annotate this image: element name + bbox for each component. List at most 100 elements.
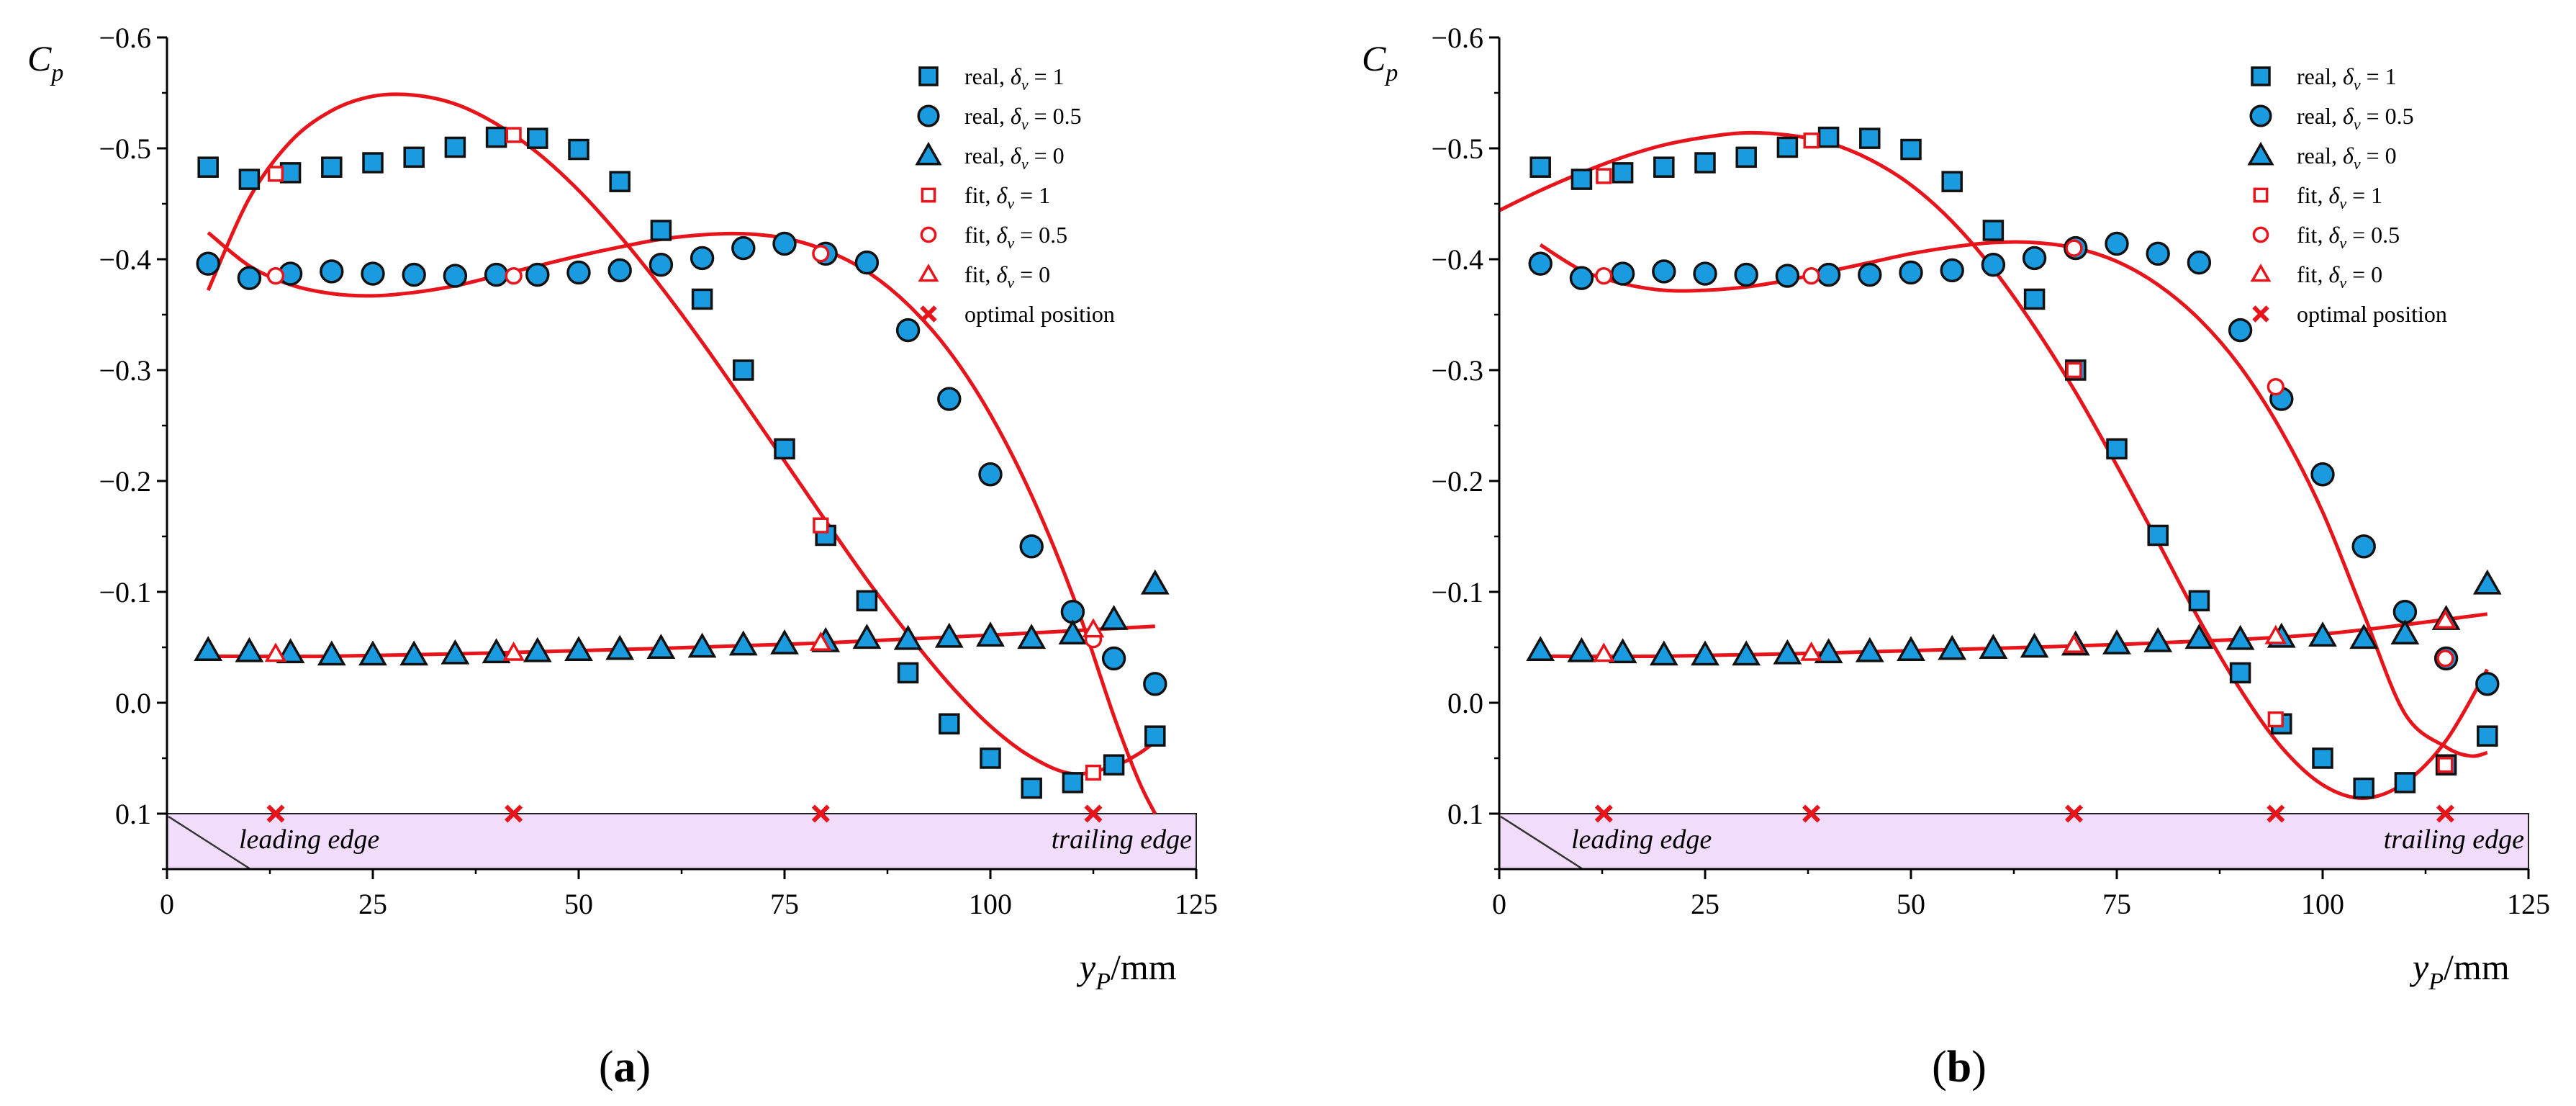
leading-edge-label-b: leading edge — [1571, 824, 1712, 855]
series-2-point-14-b — [2102, 629, 2131, 655]
series-2-point-8-a — [523, 637, 552, 662]
series-0-point-15-b — [2147, 524, 2169, 547]
series-6-a — [266, 804, 1103, 823]
series-1-point-0-b — [1528, 251, 1553, 276]
series-2-point-3-a — [317, 640, 346, 666]
y-tick-label-3-b: −0.3 — [1431, 354, 1483, 387]
series-1-a — [196, 231, 1167, 696]
series-5-point-0-a — [264, 642, 287, 662]
x-tick-label-3-b: 75 — [2102, 888, 2131, 920]
series-0-point-10-b — [1941, 171, 1963, 192]
series-2-point-15-b — [2143, 626, 2173, 652]
y-tick-label-1-a: −0.5 — [99, 132, 151, 165]
series-6-point-3-a — [1084, 804, 1103, 823]
legend-item-1-b: real, δv = 0.5 — [2249, 103, 2414, 133]
series-1-point-11-b — [1981, 253, 2006, 277]
series-6-point-4-b — [2436, 804, 2454, 823]
series-0-point-2-a — [279, 162, 302, 184]
fit-curve-1-a — [207, 231, 1157, 815]
series-0-point-1-a — [238, 168, 261, 190]
series-1-point-9-b — [1899, 260, 1923, 285]
series-1-point-23-b — [2475, 672, 2500, 696]
series-0-point-5-a — [403, 146, 425, 168]
trailing-edge-label-b: trailing edge — [2384, 824, 2524, 855]
legend-marker-4-b — [2252, 226, 2269, 243]
x-axis-label-a: yP/mm — [1076, 947, 1177, 995]
legend-marker-4-a — [920, 226, 937, 243]
legend-label-4-a: fit, δv = 0.5 — [964, 222, 1067, 252]
series-2-point-17-b — [2225, 624, 2255, 650]
series-0-point-7-a — [485, 126, 507, 148]
series-2-point-1-b — [1567, 637, 1596, 662]
legend-label-2-b: real, δv = 0 — [2297, 143, 2397, 173]
series-5-a — [264, 618, 1105, 662]
series-2-a — [194, 569, 1170, 666]
series-1-point-16-a — [854, 250, 880, 275]
series-2-point-14-a — [770, 629, 799, 655]
series-2-point-11-a — [646, 634, 676, 659]
series-2-point-5-a — [399, 640, 429, 666]
leading-edge-label-a: leading edge — [239, 824, 379, 855]
series-5-point-2-b — [2063, 634, 2085, 653]
legend-marker-2-a — [915, 141, 942, 166]
x-tick-label-4-a: 100 — [969, 888, 1012, 920]
series-4-b — [1595, 239, 2454, 667]
legend-item-3-a: fit, δv = 1 — [921, 182, 1050, 212]
series-6-b — [1594, 804, 2454, 823]
series-3-point-1-b — [1803, 132, 1820, 149]
series-1-point-1-a — [237, 266, 262, 290]
series-1-point-19-a — [978, 462, 1003, 487]
x-tick-label-1-b: 25 — [1691, 888, 1719, 920]
series-4-point-1-a — [505, 266, 523, 285]
series-2-point-3-b — [1649, 640, 1678, 666]
series-2-point-2-a — [276, 638, 305, 664]
x-tick-label-2-b: 50 — [1897, 888, 1925, 920]
series-3-point-2-b — [2066, 361, 2082, 379]
airfoil-region-b: leading edge trailing edge — [1499, 813, 2529, 871]
series-3-point-4-b — [2437, 757, 2454, 773]
series-1-point-2-b — [1610, 261, 1635, 286]
legend-marker-3-a — [921, 187, 936, 203]
series-6-point-3-b — [2267, 804, 2285, 823]
series-1-point-11-a — [648, 253, 674, 277]
airfoil-band-a — [166, 813, 1197, 870]
series-1-point-3-a — [320, 259, 344, 284]
y-tick-label-4-b: −0.2 — [1431, 465, 1483, 498]
legend-item-4-b: fit, δv = 0.5 — [2252, 222, 2400, 252]
series-2-point-19-a — [976, 621, 1005, 647]
series-1-point-14-a — [772, 231, 797, 256]
legend-item-2-a: real, δv = 0 — [915, 141, 1065, 173]
axes-a: −0.6 −0.5 −0.4 −0.3 −0.2 −0.1 0.0 0.1 0 25 50 75 100… — [99, 22, 1218, 920]
legend-label-6-b: optimal position — [2297, 301, 2447, 327]
legend-marker-6-a — [920, 305, 937, 323]
series-0-point-20-b — [2353, 777, 2374, 799]
series-1-point-19-b — [2310, 462, 2335, 487]
legend-item-1-a: real, δv = 0.5 — [917, 103, 1082, 133]
legend-item-0-b: real, δv = 1 — [2251, 63, 2397, 94]
legend-marker-5-a — [918, 264, 939, 282]
series-2-point-16-a — [852, 624, 882, 649]
y-tick-label-4-a: −0.2 — [99, 465, 151, 498]
series-2-point-12-b — [2020, 632, 2049, 658]
series-0-point-4-b — [1694, 152, 1716, 174]
series-0-point-8-a — [527, 127, 548, 149]
legend-item-4-a: fit, δv = 0.5 — [920, 222, 1067, 252]
legend-marker-0-a — [918, 66, 939, 86]
series-4-point-1-b — [1802, 266, 1820, 285]
legend-label-5-b: fit, δv = 0 — [2297, 261, 2382, 292]
series-4-point-4-b — [2436, 649, 2454, 667]
series-3-point-2-a — [813, 517, 829, 534]
series-1-point-22-a — [1101, 646, 1126, 671]
series-0-point-12-a — [691, 288, 713, 310]
series-0-point-14-b — [2106, 438, 2128, 460]
series-6-point-2-a — [811, 804, 830, 823]
series-0-point-8-b — [1859, 127, 1881, 149]
series-3-b — [1596, 132, 2454, 773]
series-3-point-0-b — [1596, 168, 1612, 184]
series-2-point-20-a — [1017, 624, 1047, 649]
series-0-point-3-b — [1653, 156, 1675, 178]
series-2-point-10-b — [1938, 634, 1967, 660]
legend-label-2-a: real, δv = 0 — [964, 143, 1065, 173]
legend-marker-1-a — [917, 104, 940, 127]
series-5-point-2-a — [809, 631, 832, 651]
